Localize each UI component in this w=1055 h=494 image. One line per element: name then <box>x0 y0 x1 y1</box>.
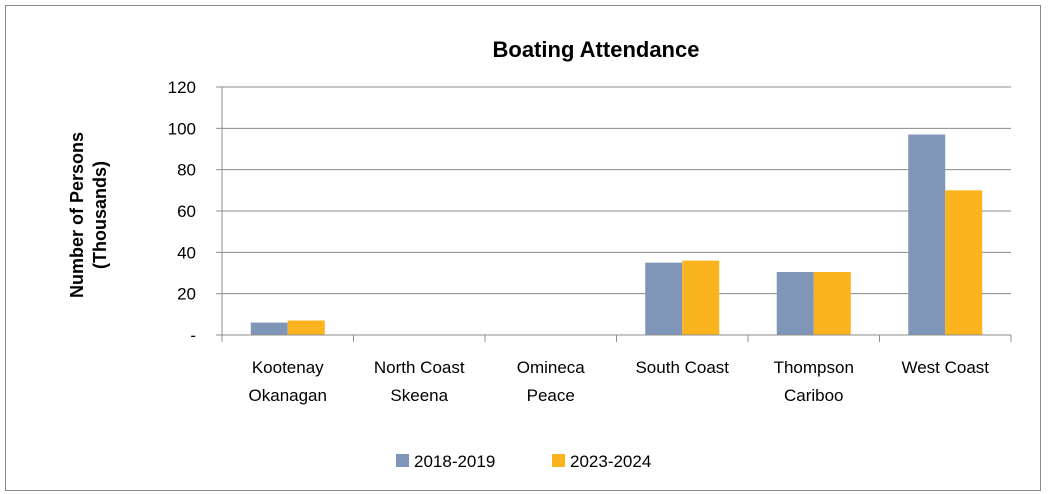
bar-2023-2024-0 <box>287 320 325 335</box>
chart-title: Boating Attendance <box>493 37 700 62</box>
x-category-labels: Kootenay Okanagan North Coast Skeena Omineca… <box>249 358 990 405</box>
y-tick-label: - <box>190 326 196 345</box>
y-axis-label-line-1: Number of Persons <box>67 132 87 298</box>
legend-label: 2023-2024 <box>570 452 651 471</box>
bars <box>250 134 983 335</box>
legend-swatch <box>552 454 565 467</box>
y-tick-label: 20 <box>177 285 196 304</box>
bar-2023-2024-5 <box>945 190 983 335</box>
gridlines <box>216 86 1011 336</box>
chart-frame <box>5 5 1041 491</box>
legend: 2018-2019 2023-2024 <box>396 452 651 471</box>
axes <box>221 87 1012 342</box>
legend-swatch <box>396 454 409 467</box>
x-category-label: Omineca Peace <box>517 358 586 405</box>
x-category-label: West Coast <box>901 358 989 377</box>
bar-2018-2019-3 <box>645 262 683 335</box>
x-category-label: Thompson Cariboo <box>774 358 854 405</box>
x-category-label: North Coast Skeena <box>374 358 465 405</box>
bar-2023-2024-3 <box>682 260 720 335</box>
x-category-label: Kootenay Okanagan <box>249 358 327 405</box>
y-tick-label: 120 <box>168 78 196 97</box>
x-category-label: South Coast <box>635 358 729 377</box>
y-tick-label: 80 <box>177 161 196 180</box>
y-tick-labels: - 20 40 60 80 100 120 <box>168 78 196 345</box>
y-tick-label: 40 <box>177 243 196 262</box>
y-tick-label: 100 <box>168 119 196 138</box>
y-axis-label: Number of Persons (Thousands) <box>67 132 110 298</box>
bar-2018-2019-4 <box>776 271 814 335</box>
bar-2018-2019-0 <box>250 322 288 335</box>
y-tick-label: 60 <box>177 202 196 221</box>
legend-label: 2018-2019 <box>414 452 495 471</box>
y-axis-label-line-2: (Thousands) <box>90 161 110 269</box>
bar-2018-2019-5 <box>908 134 946 335</box>
bar-2023-2024-4 <box>813 271 851 335</box>
